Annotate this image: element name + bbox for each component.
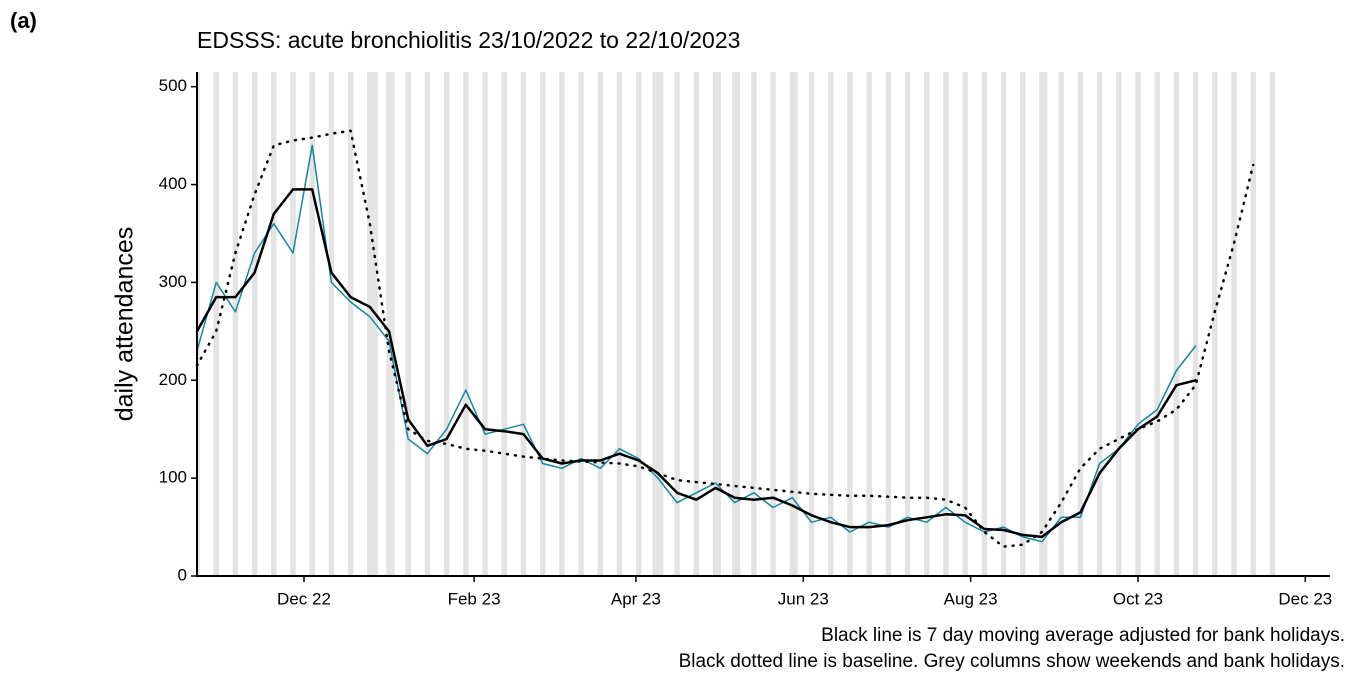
weekend-column [578, 72, 584, 576]
weekend-column [232, 72, 239, 576]
weekend-column [197, 72, 200, 576]
weekend-column [1154, 72, 1160, 576]
weekend-column [808, 72, 815, 576]
weekend-column [904, 72, 911, 576]
weekend-column [1000, 72, 1007, 576]
x-tick-label: Jun 23 [778, 589, 829, 608]
weekend-column [309, 72, 315, 576]
weekend-column [962, 72, 968, 576]
chart-title: EDSSS: acute bronchiolitis 23/10/2022 to… [197, 27, 740, 53]
bank-holiday-column [391, 72, 395, 576]
series-line [196, 144, 1197, 543]
weekend-column [981, 72, 988, 576]
y-tick-label: 200 [159, 370, 187, 389]
y-axis-label: daily attendances [111, 227, 139, 422]
weekend-column [1116, 72, 1122, 576]
weekend-column [290, 72, 296, 576]
weekend-column [328, 72, 335, 576]
bank-holiday-column [372, 72, 376, 576]
weekend-column [693, 72, 700, 576]
y-tick-label: 400 [159, 174, 187, 193]
weekend-column [1077, 72, 1084, 576]
weekend-column [251, 72, 258, 576]
weekend-column [213, 72, 219, 576]
weekend-column [847, 72, 853, 576]
bank-holiday-column [375, 72, 379, 576]
weekend-column [885, 72, 892, 576]
weekend-column [827, 72, 834, 576]
weekend-column [367, 72, 373, 576]
caption: Black dotted line is baseline. Grey colu… [679, 651, 1345, 672]
weekend-column [1269, 72, 1276, 576]
y-tick-label: 0 [178, 565, 187, 584]
weekend-column [923, 72, 930, 576]
weekend-column [1192, 72, 1199, 576]
weekend-column [1039, 72, 1045, 576]
weekend-column [443, 72, 450, 576]
weekend-column [424, 72, 431, 576]
weekend-column [405, 72, 411, 576]
weekend-column [1096, 72, 1103, 576]
x-tick-label: Aug 23 [944, 589, 998, 608]
weekend-column [1058, 72, 1064, 576]
weekend-column [520, 72, 527, 576]
panel-label: (a) [10, 8, 37, 33]
bank-holiday-column [718, 72, 721, 576]
x-tick-label: Apr 23 [611, 589, 661, 608]
weekend-column [1020, 72, 1026, 576]
weekend-column [674, 72, 680, 576]
weekend-column [866, 72, 872, 576]
weekend-column [1173, 72, 1180, 576]
weekend-column [271, 72, 277, 576]
x-tick-label: Dec 22 [277, 589, 331, 608]
weekend-column [1212, 72, 1218, 576]
bank-holiday-column [1044, 72, 1048, 576]
weekend-column [616, 72, 623, 576]
weekend-column [463, 72, 469, 576]
weekend-column [347, 72, 354, 576]
bank-holiday-column [660, 72, 664, 576]
x-tick-label: Dec 23 [1278, 589, 1332, 608]
weekend-column [731, 72, 738, 576]
series-line [195, 188, 1197, 539]
y-tick-label: 300 [159, 272, 187, 291]
weekend-column [655, 72, 661, 576]
weekend-column [559, 72, 565, 576]
weekend-column [943, 72, 949, 576]
bank-holiday-column [737, 72, 741, 576]
bank-holiday-column [795, 72, 798, 576]
weekend-column [1135, 72, 1141, 576]
x-tick-label: Feb 23 [448, 589, 501, 608]
shading [197, 72, 1276, 576]
weekend-column [597, 72, 604, 576]
weekend-column [1231, 72, 1237, 576]
weekend-column [482, 72, 488, 576]
weekend-column [770, 72, 776, 576]
weekend-column [789, 72, 796, 576]
weekend-column [501, 72, 507, 576]
weekend-column [1250, 72, 1256, 576]
bank-holiday-column [652, 72, 656, 576]
weekend-column [751, 72, 757, 576]
caption: Black line is 7 day moving average adjus… [821, 625, 1345, 646]
weekend-column [635, 72, 642, 576]
y-tick-label: 500 [159, 76, 187, 95]
weekend-column [386, 72, 392, 576]
x-tick-label: Oct 23 [1113, 589, 1163, 608]
weekend-column [712, 72, 719, 576]
weekend-column [539, 72, 546, 576]
y-tick-label: 100 [159, 468, 187, 487]
